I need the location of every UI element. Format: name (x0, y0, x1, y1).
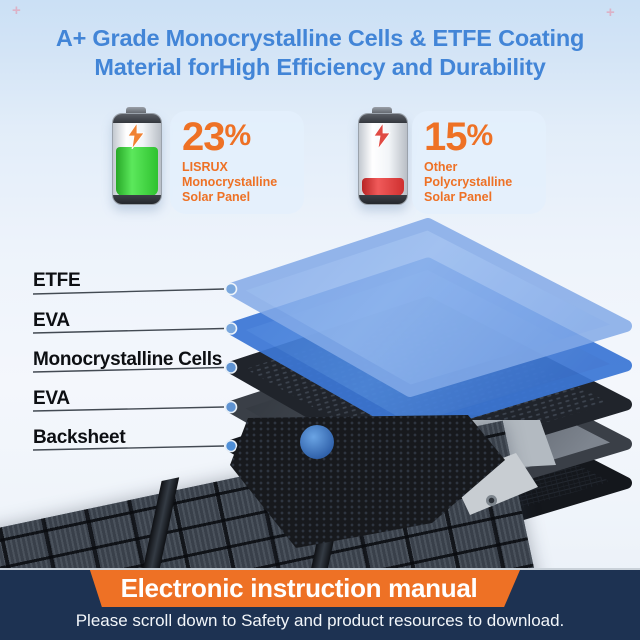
leader-line-eva-top (32, 327, 225, 334)
battery-body (112, 113, 162, 205)
percent-sign: % (466, 119, 494, 152)
battery-fill-red (362, 178, 404, 196)
leader-line-eva-bottom (32, 406, 225, 412)
marker-dot (224, 361, 238, 374)
efficiency-percent: 23% (182, 115, 252, 159)
layer-label-eva-top: EVA (33, 310, 70, 331)
battery-terminal (372, 107, 392, 115)
instruction-banner: Electronic instruction manual (89, 570, 520, 607)
green-battery-icon (112, 107, 162, 205)
efficiency-caption: LISRUX Monocrystalline Solar Panel (182, 160, 278, 204)
marker-dot (224, 282, 238, 296)
efficiency-percent: 15% (424, 115, 494, 159)
scroll-note: Please scroll down to Safety and product… (75, 611, 565, 630)
watermark-mark: + (12, 2, 21, 19)
layer-label-backsheet: Backsheet (33, 427, 126, 448)
headline: A+ Grade Monocrystalline Cells & ETFE Co… (55, 25, 585, 81)
lightning-bolt-icon (127, 123, 145, 149)
watermark-mark: + (606, 4, 615, 21)
battery-terminal (126, 107, 146, 115)
marker-dot (224, 322, 238, 335)
efficiency-caption: Other Polycrystalline Solar Panel (424, 160, 513, 204)
solar-panel-photo (0, 415, 640, 568)
brand-logo-circle (300, 425, 334, 459)
layer-etfe (225, 218, 632, 397)
instruction-banner-label: Electronic instruction manual (120, 573, 478, 603)
marker-dot (224, 400, 238, 414)
leader-line-cells (32, 366, 225, 373)
efficiency-card-other: 15% Other Polycrystalline Solar Panel (412, 111, 546, 215)
marker-dot (224, 439, 238, 453)
layer-label-eva-bottom: EVA (33, 388, 70, 409)
leader-line-backsheet (32, 445, 225, 451)
leader-line-etfe (32, 288, 225, 295)
layer-label-cells: Monocrystalline Cells (33, 349, 223, 370)
battery-fill-green (116, 146, 158, 196)
panel-grommet (486, 495, 497, 506)
red-battery-icon (358, 107, 408, 205)
efficiency-card-lisrux: 23% LISRUX Monocrystalline Solar Panel (170, 111, 304, 215)
lightning-bolt-icon (373, 123, 391, 149)
layer-label-etfe: ETFE (33, 270, 81, 291)
battery-body (358, 113, 408, 205)
panel-fold-seam (110, 477, 180, 568)
percent-sign: % (224, 119, 252, 152)
